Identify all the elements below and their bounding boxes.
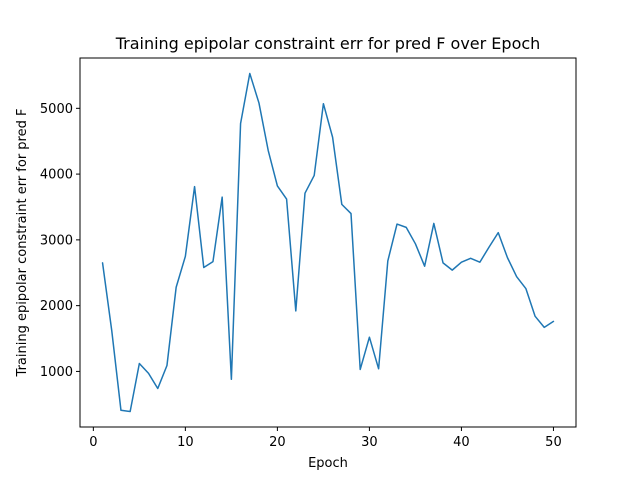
x-tick-label-30: 30 xyxy=(361,435,378,450)
plot-frame xyxy=(79,57,577,428)
y-axis: 1000 2000 3000 4000 5000 xyxy=(40,102,80,380)
plot-area xyxy=(101,72,555,413)
y-axis-label: Training epipolar constraint err for pre… xyxy=(15,109,30,378)
x-tick-label-40: 40 xyxy=(453,435,470,450)
y-tick-label-5000: 5000 xyxy=(40,102,73,117)
x-axis: 0 10 20 30 40 50 xyxy=(89,427,562,450)
x-tick-label-10: 10 xyxy=(177,435,194,450)
series-line-0 xyxy=(101,72,555,413)
y-tick-label-4000: 4000 xyxy=(40,168,73,183)
chart-title: Training epipolar constraint err for pre… xyxy=(115,34,541,53)
x-tick-label-50: 50 xyxy=(545,435,562,450)
x-axis-label: Epoch xyxy=(308,456,348,471)
y-tick-label-1000: 1000 xyxy=(40,365,73,380)
x-tick-label-20: 20 xyxy=(269,435,286,450)
y-tick-label-3000: 3000 xyxy=(40,233,73,248)
y-tick-label-2000: 2000 xyxy=(40,299,73,314)
x-tick-label-0: 0 xyxy=(89,435,97,450)
